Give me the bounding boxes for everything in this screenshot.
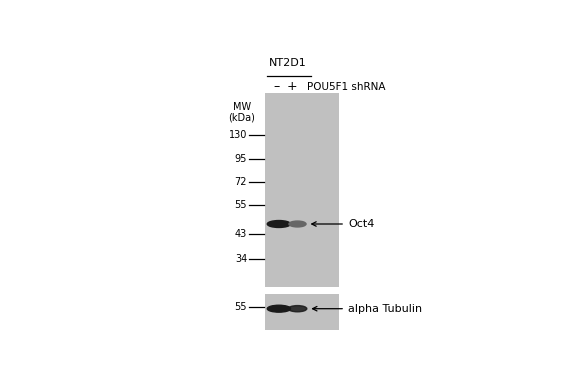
Text: 55: 55 (235, 200, 247, 210)
Text: 130: 130 (229, 130, 247, 141)
Text: Oct4: Oct4 (312, 219, 374, 229)
Ellipse shape (267, 305, 290, 312)
Bar (265, 294, 339, 330)
Text: 43: 43 (235, 229, 247, 239)
Text: –: – (274, 81, 280, 93)
Text: 34: 34 (235, 254, 247, 265)
Ellipse shape (288, 305, 307, 312)
Ellipse shape (289, 221, 306, 227)
Text: 72: 72 (235, 177, 247, 187)
Text: 55: 55 (235, 302, 247, 312)
Text: NT2D1: NT2D1 (269, 59, 307, 68)
Bar (265, 93, 339, 287)
Text: 95: 95 (235, 154, 247, 164)
Text: POU5F1 shRNA: POU5F1 shRNA (307, 82, 385, 92)
Text: (kDa): (kDa) (228, 113, 255, 123)
Text: alpha Tubulin: alpha Tubulin (313, 304, 422, 314)
Text: MW: MW (233, 102, 251, 112)
Text: +: + (287, 81, 297, 93)
Ellipse shape (267, 220, 290, 228)
